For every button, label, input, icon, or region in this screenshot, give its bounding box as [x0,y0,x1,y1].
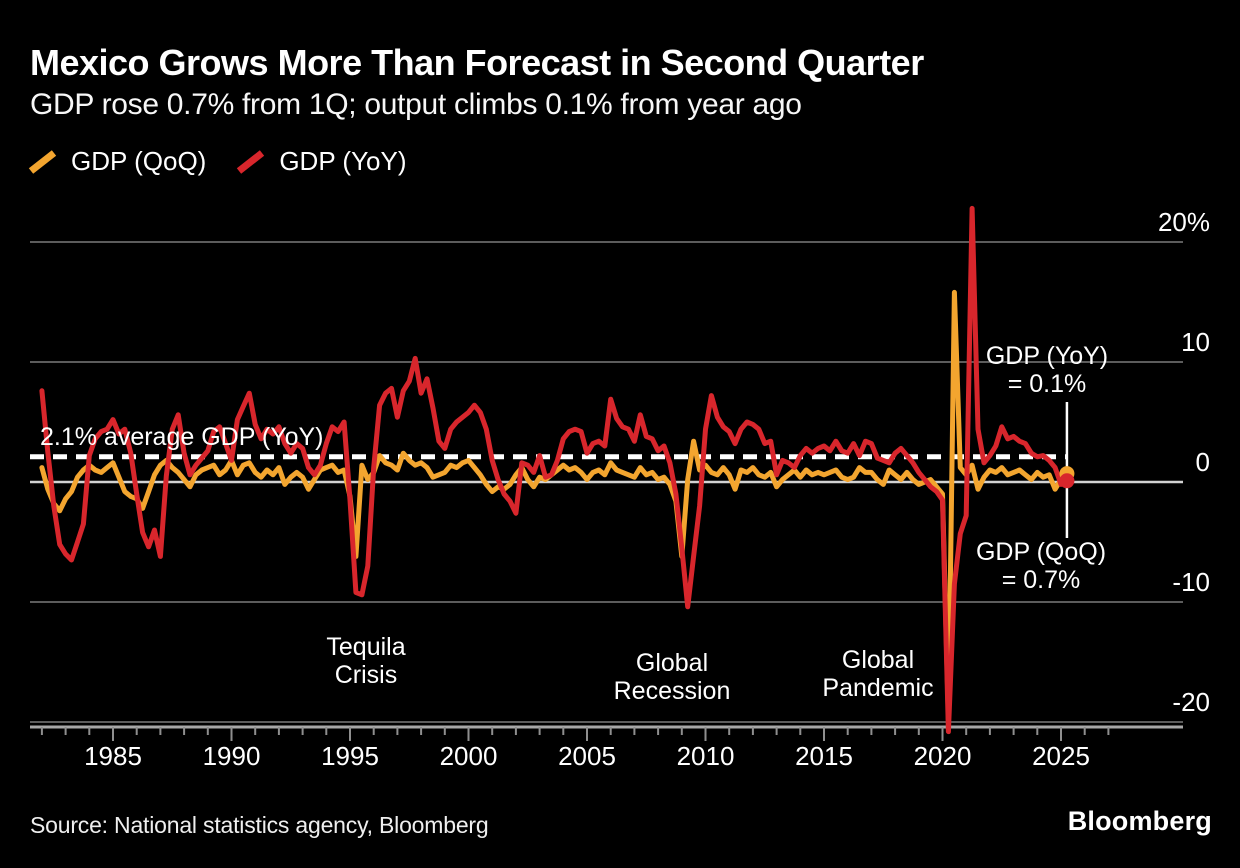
legend-item-yoy: GDP (YoY) [236,146,407,177]
y-tick-label: -20 [1172,687,1210,717]
y-tick-label: -10 [1172,567,1210,597]
x-tick-label: 2000 [439,741,498,771]
callout-yoy-value: GDP (YoY) = 0.1% [985,342,1109,398]
y-tick-label: 20% [1157,207,1210,237]
end-dot-yoy [1059,473,1075,489]
y-tick-label: 0 [1195,447,1210,477]
legend-label-qoq: GDP (QoQ) [71,146,207,176]
x-tick-label: 2025 [1032,741,1090,771]
y-tick-label: 10 [1181,327,1210,357]
annotation-global-pandemic: Global Pandemic [822,646,934,702]
x-tick-label: 1995 [321,741,379,771]
x-tick-label: 2005 [558,741,616,771]
qoq-line-swatch-icon [28,149,57,174]
x-tick-label: 2020 [913,741,972,771]
series-yoy [39,205,1070,735]
x-tick-label: 1985 [84,741,142,771]
callout-qoq-value: GDP (QoQ) = 0.7% [975,538,1107,594]
page-title: Mexico Grows More Than Forecast in Secon… [30,42,924,83]
page-subtitle: GDP rose 0.7% from 1Q; output climbs 0.1… [30,88,802,121]
annotation-global-recession: Global Recession [613,649,731,705]
x-tick-label: 1990 [202,741,261,771]
source-line: Source: National statistics agency, Bloo… [30,812,489,838]
x-tick-label: 2015 [795,741,853,771]
average-line-label: 2.1% average GDP (YoY) [40,423,324,451]
legend-label-yoy: GDP (YoY) [279,146,407,176]
legend-item-qoq: GDP (QoQ) [28,146,206,177]
yoy-line-swatch-icon [237,149,265,174]
legend: GDP (QoQ) GDP (YoY) [28,146,407,177]
annotation-tequila-crisis: Tequila Crisis [326,633,406,689]
bloomberg-logo: Bloomberg [1067,806,1212,836]
x-tick-label: 2010 [676,741,735,771]
